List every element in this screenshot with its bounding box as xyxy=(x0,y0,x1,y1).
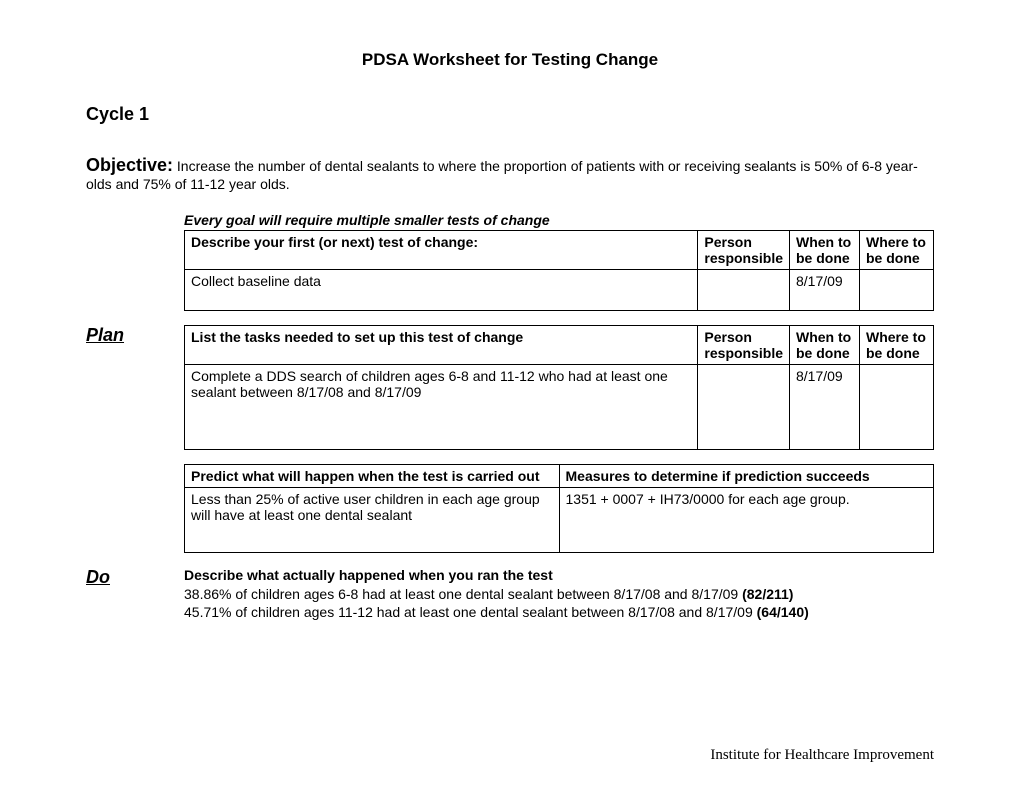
tasks-table: List the tasks needed to set up this tes… xyxy=(184,325,934,450)
table-header: Measures to determine if prediction succ… xyxy=(559,465,934,488)
goal-note: Every goal will require multiple smaller… xyxy=(184,212,934,228)
table-header: When to be done xyxy=(790,326,860,365)
table-cell xyxy=(860,365,934,450)
table-header: Person responsible xyxy=(698,326,790,365)
table-cell xyxy=(698,270,790,311)
table-cell xyxy=(860,270,934,311)
table-header: Person responsible xyxy=(698,231,790,270)
objective-text: Increase the number of dental sealants t… xyxy=(86,158,918,192)
objective-block: Objective: Increase the number of dental… xyxy=(86,155,934,194)
table-cell: Less than 25% of active user children in… xyxy=(185,488,560,553)
cycle-heading: Cycle 1 xyxy=(86,104,934,125)
do-heading: Do xyxy=(86,567,184,588)
table-cell xyxy=(698,365,790,450)
predict-table: Predict what will happen when the test i… xyxy=(184,464,934,553)
test-of-change-table: Describe your first (or next) test of ch… xyxy=(184,230,934,311)
plan-heading: Plan xyxy=(86,325,184,346)
do-prompt: Describe what actually happened when you… xyxy=(184,567,934,583)
do-result-line: 45.71% of children ages 11-12 had at lea… xyxy=(184,603,934,621)
table-cell: 1351 + 0007 + IH73/0000 for each age gro… xyxy=(559,488,934,553)
do-result-line: 38.86% of children ages 6-8 had at least… xyxy=(184,585,934,603)
table-header: Predict what will happen when the test i… xyxy=(185,465,560,488)
table-header: Where to be done xyxy=(860,326,934,365)
table-cell: Complete a DDS search of children ages 6… xyxy=(185,365,698,450)
table-cell: 8/17/09 xyxy=(790,270,860,311)
table-cell: Collect baseline data xyxy=(185,270,698,311)
table-header: Where to be done xyxy=(860,231,934,270)
footer-text: Institute for Healthcare Improvement xyxy=(710,747,934,764)
objective-label: Objective: xyxy=(86,155,173,175)
page-title: PDSA Worksheet for Testing Change xyxy=(86,50,934,70)
table-header: List the tasks needed to set up this tes… xyxy=(185,326,698,365)
table-header: When to be done xyxy=(790,231,860,270)
table-cell: 8/17/09 xyxy=(790,365,860,450)
table-header: Describe your first (or next) test of ch… xyxy=(185,231,698,270)
